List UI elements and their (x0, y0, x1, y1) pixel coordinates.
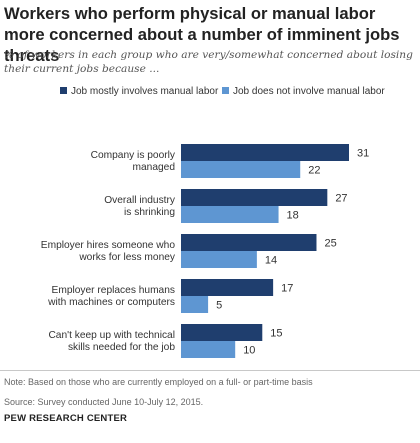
category-label: skills needed for the job (68, 342, 175, 353)
bar-manual (181, 234, 317, 251)
bar-non-manual (181, 206, 279, 223)
category-label: works for less money (78, 252, 176, 263)
chart-title: Workers who perform physical or manual l… (4, 4, 400, 65)
bar-non-manual (181, 341, 236, 358)
org-credit: PEW RESEARCH CENTER (4, 413, 128, 424)
bar-non-manual (181, 161, 301, 178)
legend-item-non-manual: Job does not involve manual labor (222, 85, 385, 98)
bar-manual (181, 144, 349, 161)
data-label: 25 (324, 238, 336, 250)
data-label: 14 (265, 255, 277, 267)
legend-label-non-manual: Job does not involve manual labor (233, 86, 385, 97)
bar-non-manual (181, 251, 257, 268)
category-label: Employer hires someone who (41, 240, 176, 251)
data-label: 18 (287, 210, 299, 222)
chart-subtitle: % of workers in each group who are very/… (4, 49, 413, 75)
category-label: is shrinking (124, 207, 175, 218)
category-label: managed (133, 162, 176, 173)
legend: Job mostly involves manual labor Job doe… (0, 85, 420, 99)
legend-swatch-manual (60, 87, 67, 94)
data-label: 15 (270, 328, 282, 340)
category-label: Overall industry (104, 195, 176, 206)
bar-manual (181, 279, 274, 296)
footnote: Note: Based on those who are currently e… (4, 377, 313, 387)
data-label: 17 (281, 283, 293, 295)
bar-manual (181, 189, 328, 206)
data-label: 31 (357, 148, 369, 160)
data-label: 22 (308, 165, 320, 177)
data-label: 27 (335, 193, 347, 205)
source-line: Source: Survey conducted June 10-July 12… (4, 397, 204, 407)
category-label: with machines or computers (47, 297, 175, 308)
data-label: 5 (216, 300, 222, 312)
legend-label-manual: Job mostly involves manual labor (71, 86, 219, 97)
category-label: Can't keep up with technical (48, 330, 175, 341)
bar-non-manual (181, 296, 209, 313)
category-label: Company is poorly (91, 150, 176, 161)
legend-item-manual: Job mostly involves manual labor (60, 85, 218, 98)
legend-swatch-non-manual (222, 87, 229, 94)
data-label: 10 (243, 345, 255, 357)
bar-manual (181, 324, 263, 341)
category-label: Employer replaces humans (52, 285, 175, 296)
